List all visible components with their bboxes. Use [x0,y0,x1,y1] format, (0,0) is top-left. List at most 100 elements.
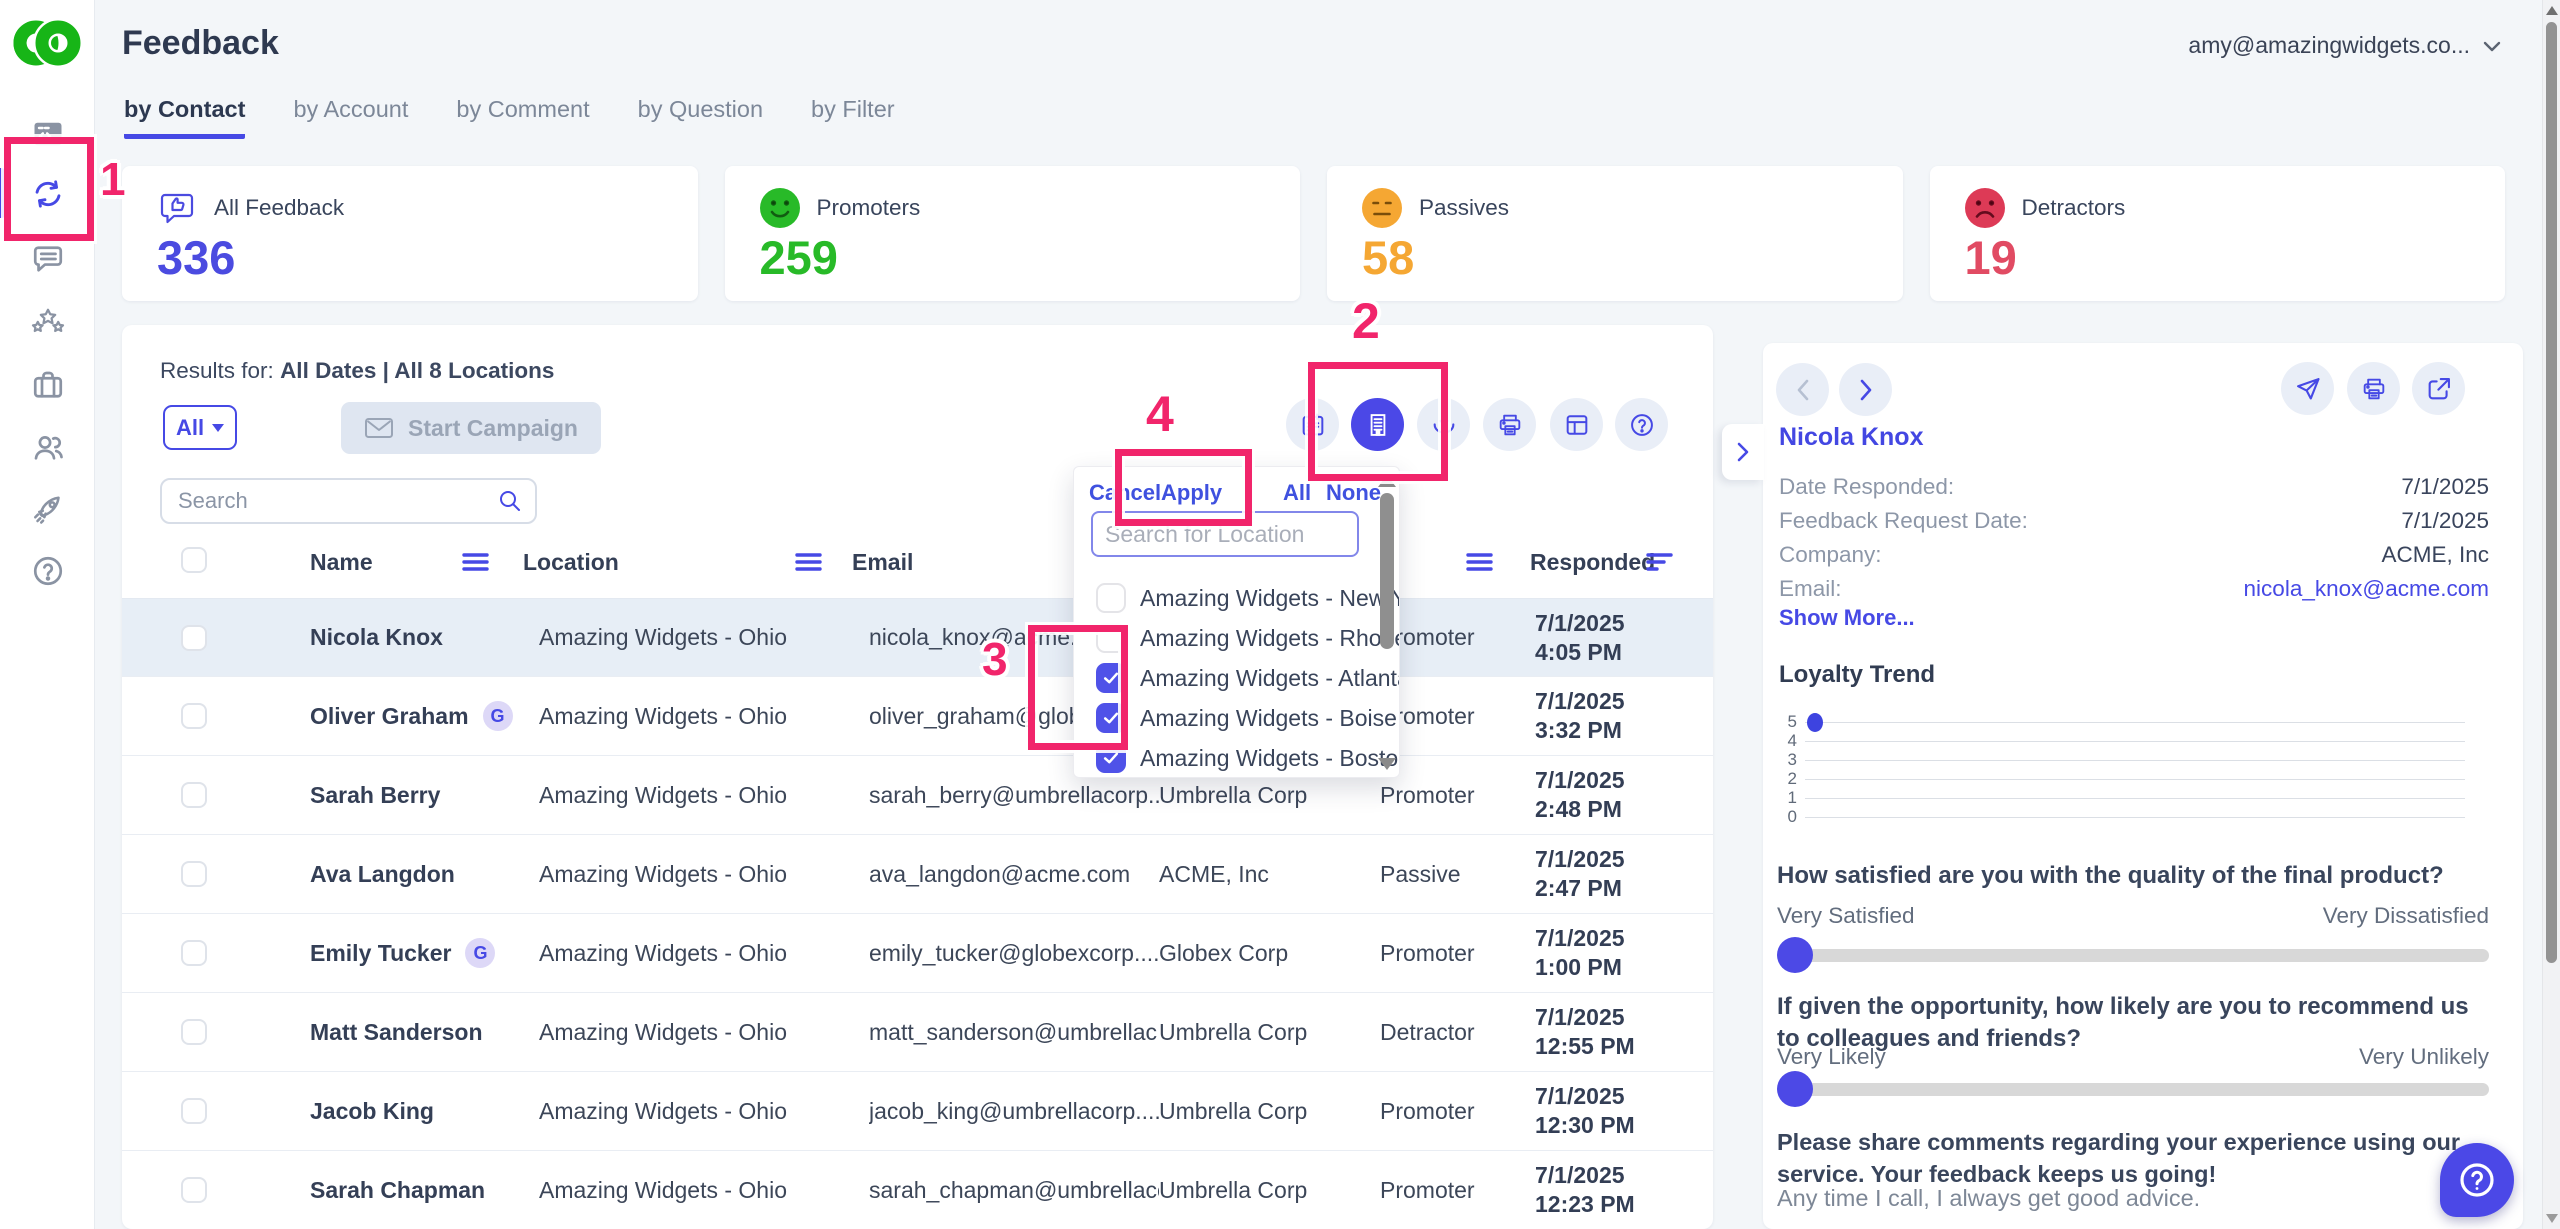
panel-collapse-toggle[interactable] [1722,424,1764,480]
row-checkbox[interactable] [181,940,207,966]
location-checkbox[interactable] [1096,703,1126,733]
detail-field: Date Responded: 7/1/2025 [1779,474,2489,499]
table-row[interactable]: Oliver Graham G Amazing Widgets - Ohio ol… [122,677,1713,756]
filter-all-dropdown[interactable]: All [163,405,237,450]
slider-thumb[interactable] [1777,937,1813,973]
slider-track[interactable] [1777,1083,2489,1096]
location-option[interactable]: Amazing Widgets - Atlanta (RV2) [1074,658,1399,698]
tab-by-comment[interactable]: by Comment [456,96,590,122]
sidebar-sync-icon[interactable] [30,176,66,212]
table-row[interactable]: Ava Langdon Amazing Widgets - Ohio ava_l… [122,835,1713,914]
help-toolbar-button[interactable] [1615,398,1668,451]
tab-by-filter[interactable]: by Filter [811,96,895,122]
row-checkbox[interactable] [181,782,207,808]
recommend-slider [1777,1071,2489,1109]
table-row[interactable]: Nicola Knox Amazing Widgets - Ohio nicol… [122,598,1713,677]
page-scrollbar-thumb[interactable] [2546,22,2557,963]
locations-toolbar-button[interactable] [1351,398,1404,451]
row-checkbox[interactable] [181,861,207,887]
sidebar-comments-icon[interactable] [30,241,66,277]
stat-card-all-feedback[interactable]: All Feedback 336 [122,166,698,301]
location-option[interactable]: Amazing Widgets - Rhode Island [1074,618,1399,658]
table-row[interactable]: Emily Tucker G Amazing Widgets - Ohio emi… [122,914,1713,993]
location-search-input[interactable] [1105,513,1345,555]
location-option[interactable]: Amazing Widgets - New York [1074,578,1399,618]
popover-scrollbar-thumb[interactable] [1380,493,1394,649]
row-checkbox[interactable] [181,703,207,729]
print-button[interactable] [2347,362,2400,415]
tab-by-question[interactable]: by Question [637,96,764,122]
search-input[interactable] [178,488,497,514]
select-all-checkbox[interactable] [181,547,207,573]
location-option[interactable]: Amazing Widgets - Boston (RV3) [1074,738,1399,777]
select-all-link[interactable]: All [1283,480,1312,505]
location-checkbox[interactable] [1096,743,1126,773]
open-external-button[interactable] [2412,362,2465,415]
table-row[interactable]: Jacob King Amazing Widgets - Ohio jacob_… [122,1072,1713,1151]
stat-value-detractors: 19 [1964,231,2017,284]
sidebar-dashboard-icon[interactable] [30,116,66,152]
column-menu-icon[interactable] [1466,551,1493,571]
download-toolbar-button[interactable] [1417,398,1470,451]
row-checkbox[interactable] [181,1098,207,1124]
row-checkbox[interactable] [181,1019,207,1045]
layout-toolbar-button[interactable] [1550,398,1603,451]
slider-track[interactable] [1777,949,2489,962]
table-row[interactable]: Sarah Berry Amazing Widgets - Ohio sarah… [122,756,1713,835]
calendar-toolbar-button[interactable] [1286,398,1339,451]
location-option[interactable]: Amazing Widgets - Boise (RV1) [1074,698,1399,738]
y-tick: 0 [1787,807,1797,826]
contact-company: Umbrella Corp [1159,1176,1308,1203]
account-menu[interactable]: amy@amazingwidgets.co... [2188,32,2502,59]
column-header-name[interactable]: Name [310,549,373,575]
column-menu-icon[interactable] [462,551,489,571]
table-header: Name Location Email Responded [122,539,1713,598]
next-contact-button[interactable] [1839,363,1892,416]
search-icon[interactable] [497,488,523,514]
show-more-link[interactable]: Show More... [1779,605,1915,630]
tab-by-contact[interactable]: by Contact [124,96,246,139]
active-nav-indicator [0,168,7,218]
brand-logo[interactable] [11,10,83,76]
sort-descending-icon[interactable] [1646,551,1673,571]
location-checkbox[interactable] [1096,583,1126,613]
stat-card-promoters[interactable]: Promoters 259 [724,166,1300,301]
apply-link[interactable]: Apply [1161,480,1223,505]
email-link[interactable]: nicola_knox@acme.com [2243,576,2489,601]
start-campaign-button[interactable]: Start Campaign [341,402,601,454]
stat-card-detractors[interactable]: Detractors 19 [1929,166,2505,301]
column-header-responded[interactable]: Responded [1530,549,1656,575]
sidebar-business-icon[interactable] [30,367,66,403]
slider-thumb[interactable] [1777,1071,1813,1107]
tab-by-account[interactable]: by Account [293,96,409,122]
table-row[interactable]: Matt Sanderson Amazing Widgets - Ohio ma… [122,993,1713,1072]
y-tick: 1 [1787,788,1797,807]
neutral-face-icon [1362,188,1402,228]
column-header-email[interactable]: Email [852,549,914,575]
sidebar-campaigns-rocket-icon[interactable] [30,491,66,527]
detail-contact-name[interactable]: Nicola Knox [1779,423,1924,451]
location-checkbox[interactable] [1096,623,1126,653]
sidebar-help-icon[interactable] [30,553,66,589]
row-checkbox[interactable] [181,1177,207,1203]
print-toolbar-button[interactable] [1483,398,1536,451]
location-checkbox[interactable] [1096,663,1126,693]
select-none-link[interactable]: None [1326,480,1381,505]
gridline [1805,798,2465,799]
cancel-link[interactable]: Cancel [1089,480,1162,505]
sidebar-reviews-stars-icon[interactable] [30,303,66,339]
scroll-up-arrow-icon[interactable] [2546,6,2558,15]
row-checkbox[interactable] [181,624,207,651]
column-menu-icon[interactable] [795,551,822,571]
scroll-down-arrow-icon[interactable] [2546,1214,2558,1223]
scroll-up-arrow-icon[interactable] [1378,475,1396,487]
sidebar-contacts-icon[interactable] [30,429,66,465]
stat-card-passives[interactable]: Passives 58 [1327,166,1903,301]
previous-contact-button[interactable] [1776,363,1829,416]
column-header-location[interactable]: Location [523,549,619,575]
table-row[interactable]: Sarah Chapman Amazing Widgets - Ohio sar… [122,1151,1713,1229]
scroll-down-arrow-icon[interactable] [1378,758,1396,770]
gridline [1805,760,2465,761]
send-button[interactable] [2281,362,2334,415]
help-chat-button[interactable] [2440,1143,2514,1217]
